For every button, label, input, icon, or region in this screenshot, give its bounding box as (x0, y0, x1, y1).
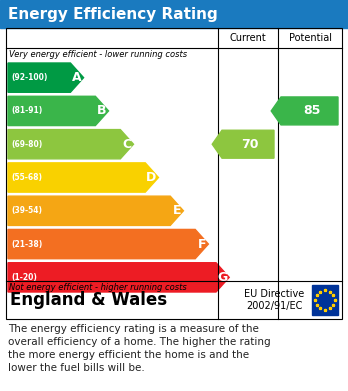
Text: (55-68): (55-68) (11, 173, 42, 182)
Text: (39-54): (39-54) (11, 206, 42, 215)
Text: Energy Efficiency Rating: Energy Efficiency Rating (8, 7, 218, 22)
Text: G: G (217, 271, 227, 284)
Bar (0, 0, 348, 28)
Text: D: D (146, 171, 157, 184)
Text: (21-38): (21-38) (11, 240, 42, 249)
Polygon shape (8, 196, 183, 226)
Polygon shape (212, 130, 274, 158)
Polygon shape (8, 129, 134, 159)
Polygon shape (8, 263, 229, 292)
Polygon shape (8, 230, 208, 259)
Text: 85: 85 (303, 104, 320, 117)
Text: C: C (122, 138, 132, 151)
Text: E: E (173, 204, 181, 217)
Polygon shape (8, 96, 109, 126)
Text: (1-20): (1-20) (11, 273, 37, 282)
Text: (69-80): (69-80) (11, 140, 42, 149)
Text: (81-91): (81-91) (11, 106, 42, 115)
Text: Current: Current (230, 33, 266, 43)
Text: 70: 70 (241, 138, 259, 151)
Text: A: A (72, 71, 81, 84)
Text: Potential: Potential (288, 33, 332, 43)
Polygon shape (8, 63, 84, 92)
Text: EU Directive
2002/91/EC: EU Directive 2002/91/EC (244, 289, 304, 311)
Polygon shape (271, 97, 338, 125)
Text: lower the fuel bills will be.: lower the fuel bills will be. (8, 363, 145, 373)
Text: overall efficiency of a home. The higher the rating: overall efficiency of a home. The higher… (8, 337, 271, 347)
Text: England & Wales: England & Wales (10, 291, 167, 309)
Bar (6, 28, 342, 319)
Text: Very energy efficient - lower running costs: Very energy efficient - lower running co… (9, 50, 187, 59)
Text: (92-100): (92-100) (11, 73, 47, 82)
Text: The energy efficiency rating is a measure of the: The energy efficiency rating is a measur… (8, 324, 259, 334)
Polygon shape (8, 163, 158, 192)
Text: B: B (97, 104, 106, 117)
Text: F: F (198, 238, 206, 251)
Bar (312, 285, 338, 315)
Text: the more energy efficient the home is and the: the more energy efficient the home is an… (8, 350, 249, 360)
Text: Not energy efficient - higher running costs: Not energy efficient - higher running co… (9, 283, 187, 292)
